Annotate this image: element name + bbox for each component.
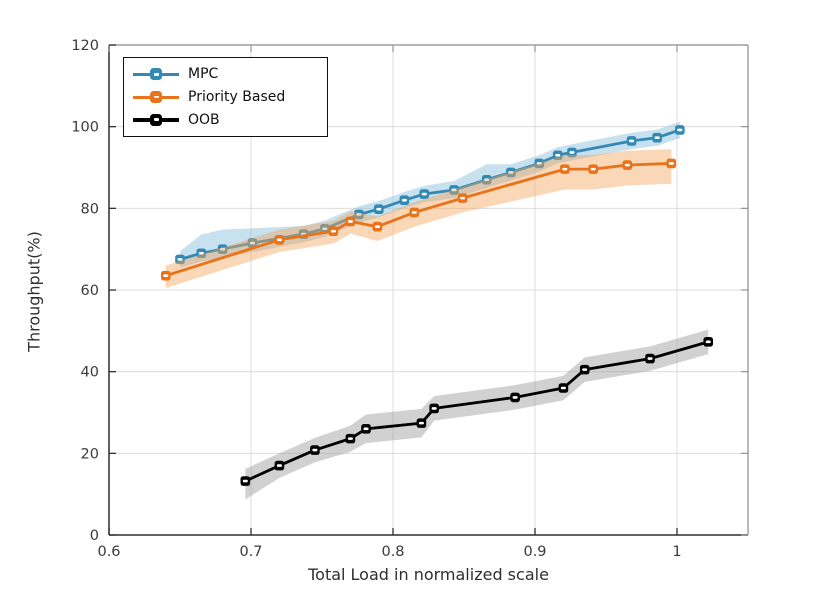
series-oob-line	[243, 340, 710, 483]
series-priority-based-marker	[457, 193, 468, 203]
series-oob-marker	[579, 364, 590, 375]
legend-item-oob: OOB	[133, 108, 315, 131]
series-mpc-marker	[534, 158, 545, 169]
series-mpc-marker	[481, 174, 492, 185]
series-oob-marker	[416, 418, 427, 428]
x-tick-label: 0.8	[381, 544, 404, 560]
series-priority-based-marker	[409, 207, 420, 218]
y-tick-label: 20	[81, 446, 99, 462]
mpc-line-marker-swatch	[133, 67, 179, 82]
series-priority-based-marker	[345, 216, 356, 227]
series-mpc-marker	[449, 185, 459, 195]
series-mpc-marker	[399, 195, 410, 205]
series-oob-marker	[361, 424, 371, 434]
series-oob-marker	[240, 476, 251, 486]
gridlines	[109, 45, 748, 535]
series-mpc-marker	[626, 136, 637, 146]
legend-label-oob: OOB	[188, 111, 220, 128]
series-priority-based-marker	[622, 160, 633, 170]
series-oob-marker	[510, 392, 520, 403]
series-mpc-marker	[217, 244, 228, 254]
series-mpc-marker	[567, 147, 577, 158]
series-oob-marker	[310, 445, 320, 455]
series-oob-marker	[345, 433, 356, 444]
series-priority-based-marker	[666, 158, 677, 169]
priority-based-line-marker-swatch	[133, 90, 179, 105]
legend-label-mpc: MPC	[188, 66, 219, 83]
legend-item-priority-based: Priority Based	[133, 86, 315, 109]
series-mpc-marker	[196, 248, 207, 259]
oob-line-marker-swatch	[133, 112, 179, 127]
series-mpc-marker	[652, 132, 662, 143]
y-tick-label: 80	[81, 201, 99, 217]
x-tick-label: 0.6	[97, 544, 120, 560]
series-priority-based-marker	[328, 226, 339, 236]
series-oob-band	[245, 329, 709, 500]
series-mpc-marker	[374, 204, 384, 214]
series-priority-based-band	[165, 149, 672, 288]
series-priority-based-marker	[588, 164, 599, 174]
series-mpc-marker	[506, 167, 516, 178]
y-tick-label: 100	[71, 120, 99, 136]
y-tick-label: 60	[81, 283, 99, 299]
tick-marks	[108, 44, 748, 536]
legend: MPC Priority Based OOB	[123, 57, 328, 137]
series-oob-marker	[429, 403, 439, 414]
legend-label-priority-based: Priority Based	[188, 89, 286, 105]
legend-item-mpc: MPC	[133, 63, 315, 86]
series-oob-marker	[703, 337, 714, 347]
series-priority-based-marker	[372, 221, 383, 232]
x-axis-label: Total Load in normalized scale	[308, 565, 549, 584]
series-mpc-marker	[419, 189, 430, 199]
series-mpc-marker	[675, 125, 685, 135]
x-tick-label: 0.9	[523, 544, 546, 560]
series-priority-based	[161, 149, 677, 288]
x-tick-label: 1	[672, 544, 681, 560]
series-mpc-marker	[354, 209, 364, 220]
tick-labels: 0.6 0.7 0.8 0.9 1 0 20 40 60 80 100 120	[71, 38, 681, 560]
y-axis-label: Throughput(%)	[24, 231, 44, 352]
y-tick-label: 0	[90, 528, 99, 544]
series-mpc-marker	[175, 254, 185, 265]
y-tick-label: 120	[71, 38, 99, 54]
series-oob-marker	[558, 383, 569, 393]
series-priority-based-marker	[274, 234, 285, 245]
series-mpc-marker	[552, 150, 563, 161]
x-tick-label: 0.7	[239, 544, 262, 560]
series-oob-marker	[645, 353, 655, 364]
series-mpc-marker	[247, 238, 258, 248]
series-mpc	[175, 121, 685, 268]
series-oob-marker	[274, 460, 285, 471]
series-oob	[240, 329, 714, 500]
y-tick-label: 40	[81, 365, 99, 381]
series-priority-based-marker	[560, 164, 570, 174]
series-priority-based-marker	[161, 270, 171, 281]
